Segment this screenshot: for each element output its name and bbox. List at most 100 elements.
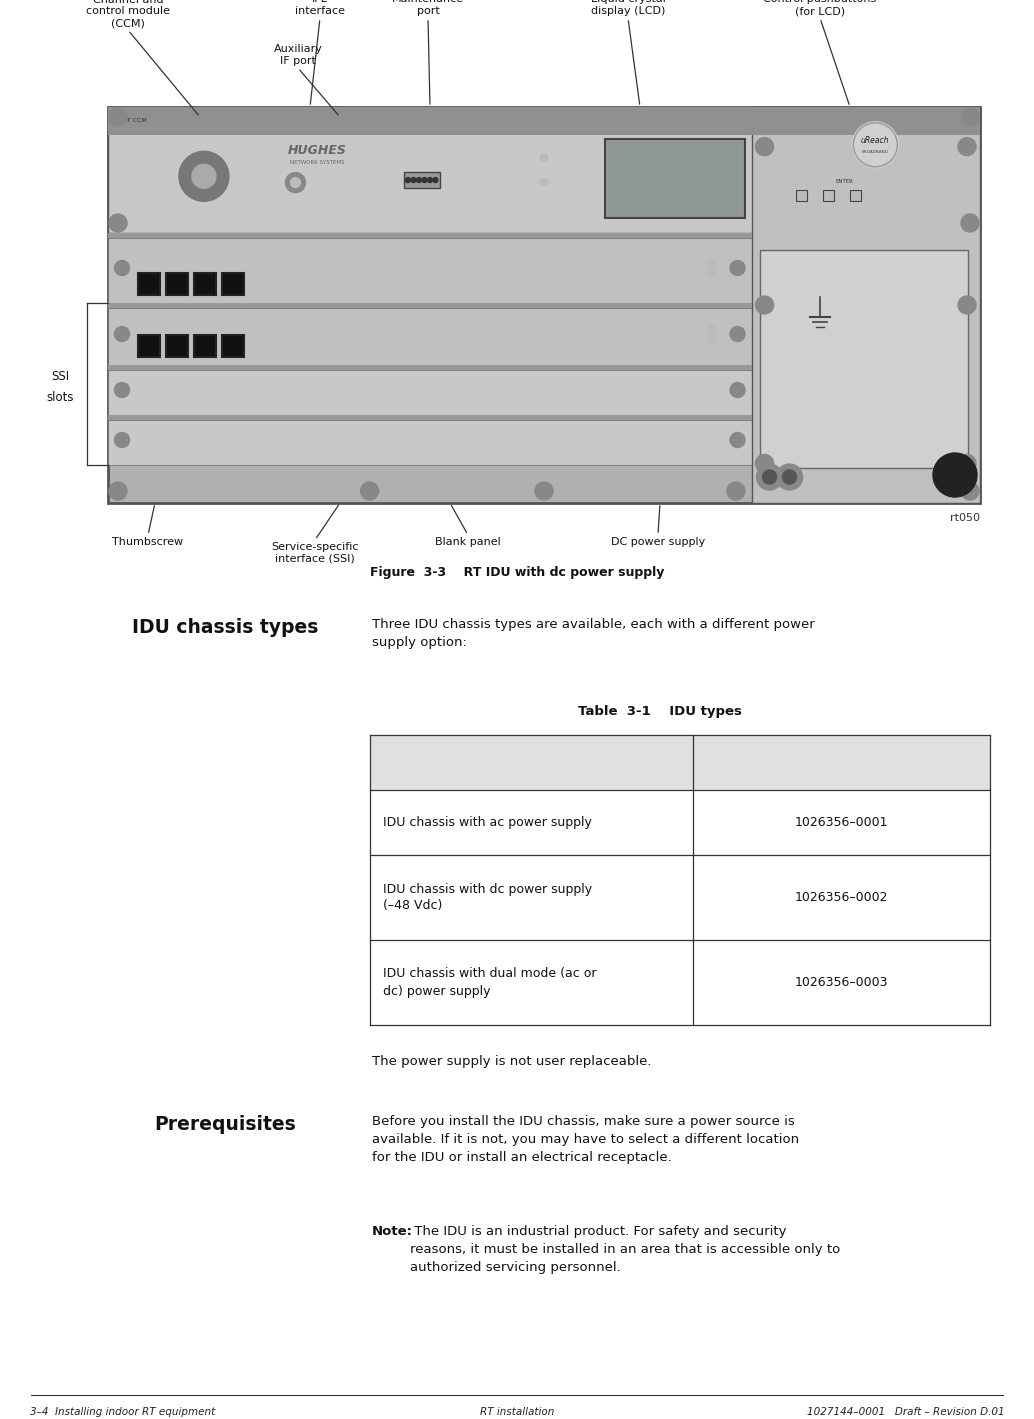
Circle shape	[535, 482, 553, 499]
Text: rt050: rt050	[950, 514, 980, 524]
Bar	[108, 233, 752, 238]
Text: 3: 3	[118, 329, 126, 339]
Circle shape	[727, 482, 744, 499]
Circle shape	[410, 177, 416, 183]
Bar	[752, 106, 980, 502]
Circle shape	[707, 270, 716, 277]
Circle shape	[285, 173, 305, 193]
Bar	[108, 420, 752, 465]
Bar	[108, 106, 980, 135]
Text: Three IDU chassis types are available, each with a different power
supply option: Three IDU chassis types are available, e…	[372, 619, 815, 648]
Bar	[823, 190, 833, 200]
Circle shape	[109, 108, 127, 126]
Circle shape	[115, 261, 129, 275]
Circle shape	[707, 325, 716, 333]
Bar	[108, 106, 980, 233]
Circle shape	[777, 464, 802, 490]
Circle shape	[961, 108, 979, 126]
Circle shape	[361, 482, 378, 499]
Circle shape	[961, 214, 979, 231]
Bar	[138, 272, 160, 295]
Text: Table  3-1    IDU types: Table 3-1 IDU types	[578, 705, 742, 718]
Circle shape	[109, 214, 127, 231]
Text: SSI: SSI	[51, 369, 69, 383]
Circle shape	[540, 179, 548, 187]
Circle shape	[756, 297, 773, 314]
Bar	[108, 106, 980, 502]
Text: Figure  3-3    RT IDU with dc power supply: Figure 3-3 RT IDU with dc power supply	[370, 566, 664, 579]
Text: Liquid crystal
display (LCD): Liquid crystal display (LCD)	[590, 0, 666, 16]
Circle shape	[957, 138, 976, 156]
Text: Control pushbuttons
(for LCD): Control pushbuttons (for LCD)	[763, 0, 877, 16]
Text: HNS part number: HNS part number	[777, 756, 907, 769]
Text: 1026356–0002: 1026356–0002	[795, 891, 888, 904]
Circle shape	[730, 433, 746, 447]
Text: IDU chassis with ac power supply: IDU chassis with ac power supply	[383, 816, 591, 829]
Circle shape	[422, 177, 427, 183]
Circle shape	[115, 326, 129, 342]
Circle shape	[756, 454, 773, 473]
Circle shape	[933, 453, 977, 497]
Text: Before you install the IDU chassis, make sure a power source is
available. If it: Before you install the IDU chassis, make…	[372, 1115, 799, 1164]
Bar	[760, 250, 968, 468]
Circle shape	[730, 383, 746, 397]
Bar	[108, 238, 752, 304]
Circle shape	[783, 470, 796, 484]
Bar	[108, 304, 752, 308]
Bar	[222, 335, 244, 358]
Circle shape	[427, 177, 432, 183]
Circle shape	[192, 165, 216, 189]
Circle shape	[115, 433, 129, 447]
Text: Blank panel: Blank panel	[435, 536, 500, 546]
Bar	[796, 190, 807, 200]
Text: HUGHES: HUGHES	[287, 143, 346, 158]
Text: IDU type: IDU type	[499, 756, 564, 769]
Text: RT CCM: RT CCM	[123, 119, 147, 123]
Bar	[108, 370, 752, 414]
Circle shape	[433, 177, 438, 183]
Text: The IDU is an industrial product. For safety and security
reasons, it must be in: The IDU is an industrial product. For sa…	[410, 1225, 841, 1274]
Bar	[370, 735, 990, 790]
Circle shape	[757, 464, 783, 490]
Text: IDU chassis with dc power supply
(–48 Vdc): IDU chassis with dc power supply (–48 Vd…	[383, 883, 592, 912]
Text: Prerequisites: Prerequisites	[154, 1115, 296, 1134]
Circle shape	[852, 122, 899, 167]
Bar	[222, 272, 244, 295]
Text: Service-specific
interface (SSI): Service-specific interface (SSI)	[271, 542, 359, 563]
Text: uReach: uReach	[861, 136, 889, 145]
Text: 3–4  Installing indoor RT equipment: 3–4 Installing indoor RT equipment	[30, 1408, 215, 1418]
Text: Maintenance
port: Maintenance port	[392, 0, 464, 16]
Text: 4: 4	[118, 385, 126, 394]
Circle shape	[109, 482, 127, 499]
Bar	[108, 414, 752, 420]
Text: The power supply is not user replaceable.: The power supply is not user replaceable…	[372, 1054, 651, 1069]
Circle shape	[115, 383, 129, 397]
Text: IFL
interface: IFL interface	[295, 0, 345, 16]
Bar	[138, 335, 160, 358]
Text: 1026356–0003: 1026356–0003	[795, 976, 888, 989]
Text: BROADBAND: BROADBAND	[862, 150, 889, 153]
Text: Channel and
control module
(CCM): Channel and control module (CCM)	[86, 0, 170, 28]
Bar	[194, 335, 216, 358]
Bar	[166, 272, 188, 295]
Text: Thumbscrew: Thumbscrew	[113, 536, 184, 546]
Text: 1027144–0001   Draft – Revision D.01: 1027144–0001 Draft – Revision D.01	[808, 1408, 1005, 1418]
Bar	[108, 365, 752, 370]
Bar	[605, 139, 744, 219]
Text: IDU chassis with dual mode (ac or
dc) power supply: IDU chassis with dual mode (ac or dc) po…	[383, 968, 597, 998]
Text: RT installation: RT installation	[480, 1408, 554, 1418]
Circle shape	[540, 153, 548, 162]
Circle shape	[957, 297, 976, 314]
Circle shape	[179, 152, 229, 201]
Circle shape	[707, 260, 716, 267]
Text: NETWORK SYSTEMS: NETWORK SYSTEMS	[290, 160, 344, 165]
Circle shape	[707, 335, 716, 343]
Circle shape	[730, 261, 746, 275]
Bar	[850, 190, 860, 200]
Text: Note:: Note:	[372, 1225, 413, 1237]
Circle shape	[405, 177, 410, 183]
Text: DC power supply: DC power supply	[611, 536, 705, 546]
Text: 2: 2	[118, 263, 126, 272]
Circle shape	[291, 177, 301, 187]
Circle shape	[957, 454, 976, 473]
